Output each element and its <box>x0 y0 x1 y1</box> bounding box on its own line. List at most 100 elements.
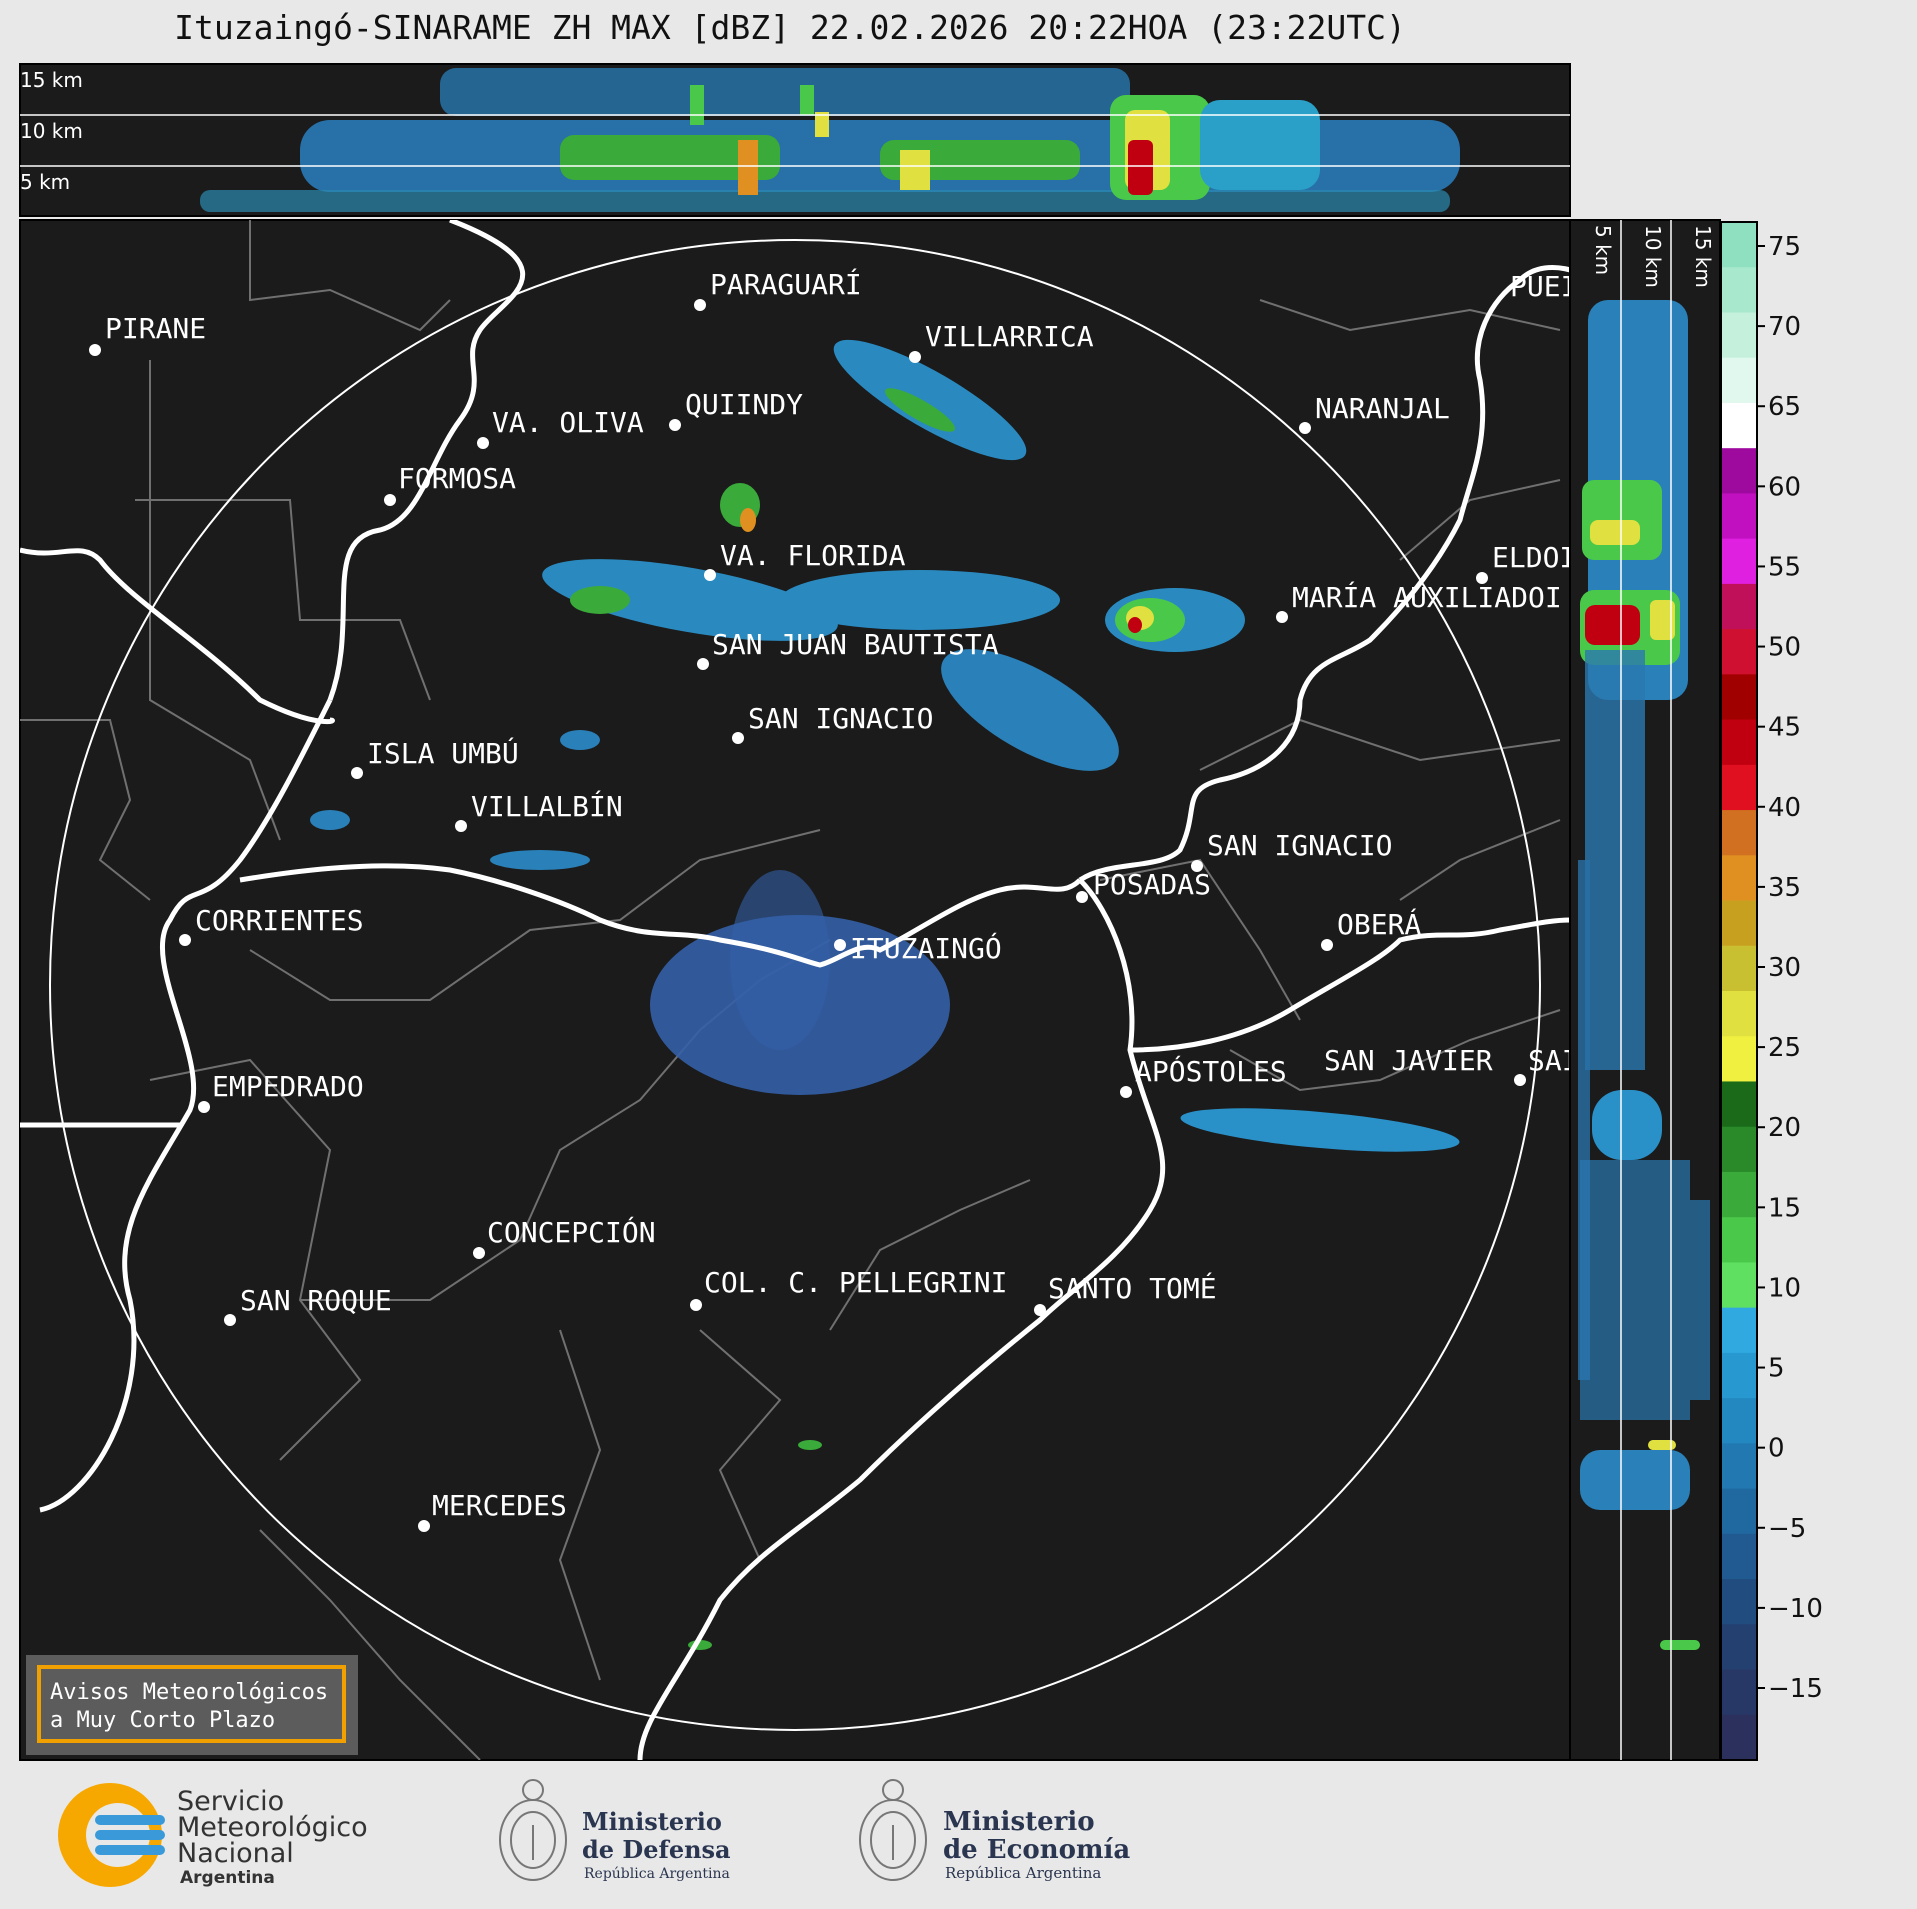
smn-line-3: Nacional <box>177 1838 294 1869</box>
colorbar-swatch <box>1721 312 1757 359</box>
colorbar-swatch <box>1721 945 1757 992</box>
economia-logo: Ministerio de Economía República Argenti… <box>859 1779 1130 1882</box>
side-level-label: 15 km <box>1691 225 1715 288</box>
side-level-label: 10 km <box>1641 225 1665 288</box>
colorbar-swatch <box>1721 493 1757 540</box>
colorbar-tick-label: 55 <box>1768 552 1801 582</box>
city-label: ISLA UMBÚ <box>367 736 519 770</box>
smn-line-4: Argentina <box>180 1868 275 1888</box>
range-ring <box>49 239 1541 1731</box>
colorbar-swatch <box>1721 1262 1757 1309</box>
colorbar-swatch <box>1721 448 1757 495</box>
colorbar-tick-label: −10 <box>1768 1594 1823 1624</box>
colorbar-tick-label: 50 <box>1768 633 1801 663</box>
province-boundaries <box>20 220 1561 1760</box>
chart-title: Ituzaingó-SINARAME ZH MAX [dBZ] 22.02.20… <box>174 8 1406 47</box>
colorbar-swatch <box>1721 1036 1757 1083</box>
colorbar-swatch <box>1721 900 1757 947</box>
colorbar-tick-label: 25 <box>1768 1033 1801 1063</box>
colorbar-tick-label: 0 <box>1768 1434 1785 1464</box>
colorbar-tick-label: 60 <box>1768 472 1801 502</box>
warning-line-2: a Muy Corto Plazo <box>50 1708 275 1733</box>
colorbar-swatch <box>1721 222 1757 268</box>
city-label: NARANJAL <box>1315 392 1450 425</box>
warning-box[interactable]: Avisos Meteorológicos a Muy Corto Plazo <box>26 1655 358 1755</box>
colorbar-swatches <box>1721 222 1757 1761</box>
city-label: EMPEDRADO <box>212 1070 364 1103</box>
colorbar-swatch <box>1721 1579 1757 1625</box>
smn-line-2: Meteorológico <box>177 1812 368 1843</box>
colorbar-tick-label: 65 <box>1768 392 1801 422</box>
colorbar-tick-label: 20 <box>1768 1113 1801 1143</box>
top-level-label: 15 km <box>20 68 83 92</box>
city-label: COL. C. PELLEGRINI <box>704 1266 1007 1299</box>
colorbar-tick-label: 35 <box>1768 873 1801 903</box>
colorbar-swatch <box>1721 1352 1757 1399</box>
side-level-label: 5 km <box>1591 225 1615 275</box>
city-label: QUIINDY <box>685 388 803 421</box>
colorbar-tick-label: 70 <box>1768 312 1801 342</box>
colorbar-swatch <box>1721 357 1757 404</box>
colorbar-swatch <box>1721 1488 1757 1535</box>
city-label: ITUZAINGÓ <box>850 931 1002 965</box>
national-seal-icon <box>859 1779 927 1881</box>
colorbar-frame <box>1720 221 1758 1761</box>
city-label: VILLALBÍN <box>471 789 623 823</box>
city-label: APÓSTOLES <box>1135 1054 1287 1088</box>
colorbar-swatch <box>1721 1533 1757 1580</box>
colorbar-swatch <box>1721 674 1757 721</box>
colorbar-swatch <box>1721 764 1757 811</box>
colorbar-swatch <box>1721 855 1757 902</box>
colorbar-swatch <box>1721 1217 1757 1264</box>
city-label: OBERÁ <box>1337 907 1421 941</box>
city-label: MERCEDES <box>432 1489 567 1522</box>
colorbar-swatch <box>1721 1398 1757 1444</box>
smn-logo: Servicio Meteorológico Nacional Argentin… <box>58 1783 368 1888</box>
colorbar-swatch <box>1721 629 1757 675</box>
city-label: SAN IGNACIO <box>748 702 933 735</box>
economia-line-2: de Economía <box>943 1835 1130 1865</box>
colorbar-tick-label: 30 <box>1768 953 1801 983</box>
warning-line-1: Avisos Meteorológicos <box>50 1680 328 1705</box>
side-cross-section-panel: 5 km 10 km 15 km <box>1569 219 1721 1761</box>
city-label: SAN ROQUE <box>240 1284 392 1317</box>
city-label: SAN JAVIER <box>1324 1044 1493 1077</box>
city-label: VA. FLORIDA <box>720 539 906 572</box>
colorbar-swatch <box>1721 719 1757 766</box>
colorbar-swatch <box>1721 991 1757 1037</box>
colorbar-swatch <box>1721 1081 1757 1128</box>
colorbar-tick-label: 75 <box>1768 232 1801 262</box>
city-label: SANTO TOMÉ <box>1048 1271 1217 1305</box>
colorbar-tick-label: −15 <box>1768 1674 1823 1704</box>
colorbar-tick-label: 15 <box>1768 1193 1801 1223</box>
colorbar-swatch <box>1721 402 1757 449</box>
colorbar-swatch <box>1721 1443 1757 1490</box>
top-level-label: 10 km <box>20 119 83 143</box>
colorbar-swatch <box>1721 1714 1757 1761</box>
city-label: POSADAS <box>1093 868 1211 901</box>
smn-line-1: Servicio <box>177 1786 284 1817</box>
colorbar-tick-label: −5 <box>1768 1514 1806 1544</box>
colorbar-swatch <box>1721 1669 1757 1716</box>
defensa-line-3: República Argentina <box>584 1866 730 1882</box>
economia-line-1: Ministerio <box>943 1807 1095 1837</box>
colorbar-tick-label: 40 <box>1768 793 1801 823</box>
city-label: CONCEPCIÓN <box>487 1215 656 1249</box>
colorbar-swatch <box>1721 1126 1757 1173</box>
defensa-line-1: Ministerio <box>582 1807 722 1836</box>
city-label: PARAGUARÍ <box>710 267 862 301</box>
colorbar-tick-label: 5 <box>1768 1354 1785 1384</box>
colorbar-swatch <box>1721 810 1757 856</box>
city-label: VA. OLIVA <box>492 406 644 439</box>
colorbar-swatch <box>1721 267 1757 314</box>
city-label: PIRANE <box>105 312 206 345</box>
city-label: SAN IGNACIO <box>1207 829 1392 862</box>
radar-echoes <box>310 339 1460 1650</box>
city-label: VILLARRICA <box>925 320 1094 353</box>
national-seal-icon <box>499 1779 567 1881</box>
colorbar-swatch <box>1721 538 1757 585</box>
top-level-label: 5 km <box>20 170 70 194</box>
colorbar-swatch <box>1721 1624 1757 1671</box>
